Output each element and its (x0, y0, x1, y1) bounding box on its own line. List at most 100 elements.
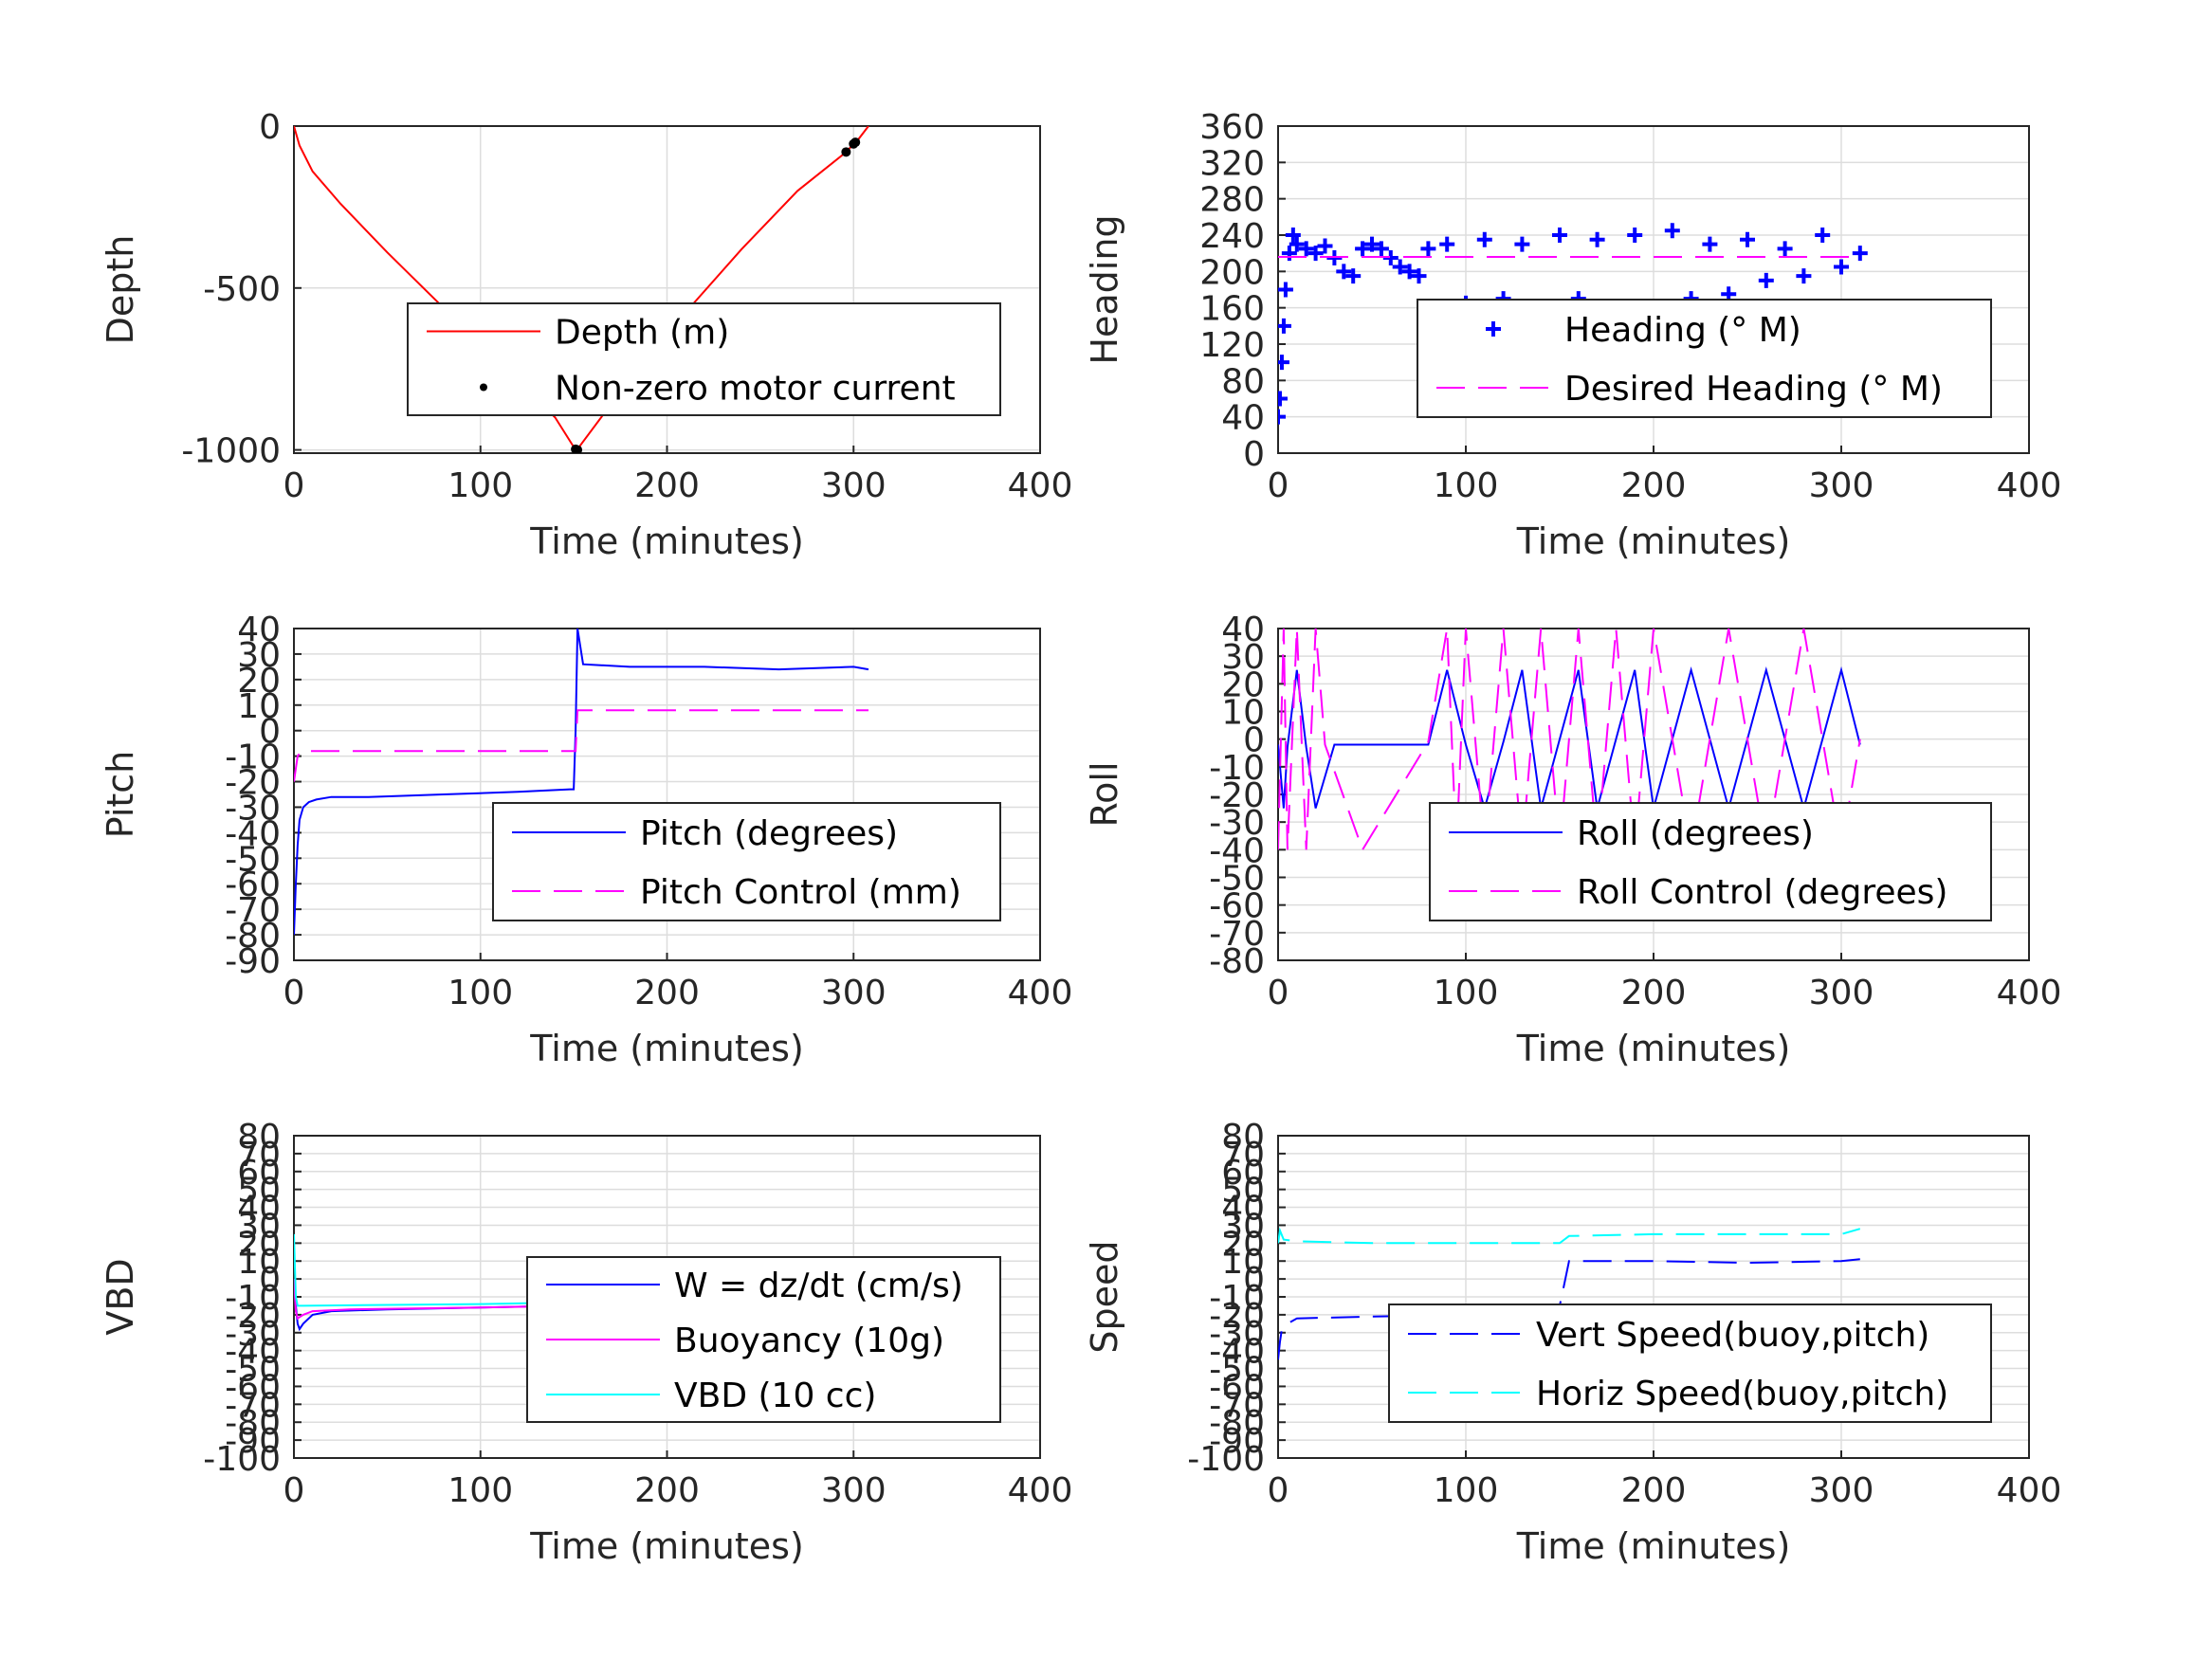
heading-ytick-label: 80 (1221, 362, 1265, 401)
heading-series-0-point (1740, 231, 1755, 247)
heading-ytick-label: 0 (1243, 435, 1265, 474)
vbd-ytick-label: 40 (237, 1190, 281, 1229)
speed-xtick-label: 100 (1434, 1471, 1499, 1510)
depth-ytick-label: 0 (259, 108, 281, 147)
vbd-ytick-label: 70 (237, 1136, 281, 1175)
depth-plot-area (294, 126, 869, 453)
vbd-legend: W = dz/dt (cm/s) Buoyancy (10g) VBD (10 cc… (526, 1256, 1001, 1423)
vbd-ytick-label: 30 (237, 1207, 281, 1246)
depth-legend: Depth (m) Non-zero motor current (407, 302, 1001, 416)
pitch-xtick-label: 300 (821, 974, 887, 1012)
heading-series-0-point (1702, 236, 1718, 252)
heading-ytick-label: 160 (1199, 290, 1265, 329)
pitch-legend: Pitch (degrees) Pitch Control (mm) (492, 802, 1001, 921)
heading-series-0-point (1278, 318, 1291, 334)
speed-xlabel: Time (minutes) (1516, 1525, 1791, 1567)
heading-series-0-point (1317, 238, 1333, 254)
speed-ytick-label: 40 (1221, 1190, 1265, 1229)
speed-ytick-label: 70 (1221, 1136, 1265, 1175)
pitch-ylabel: Pitch (100, 751, 141, 839)
vbd-legend-label: Buoyancy (10g) (674, 1322, 944, 1360)
pitch-ytick-label: 10 (237, 687, 281, 726)
heading-series-0-point (1281, 246, 1297, 262)
vbd-xtick-label: 300 (821, 1471, 887, 1510)
pitch-ytick-label: 40 (237, 611, 281, 649)
heading-series-0-point (1420, 241, 1436, 257)
heading-series-0-point (1289, 236, 1305, 252)
speed-ytick-label: -70 (1209, 1386, 1265, 1425)
pitch-ytick-label: 0 (259, 713, 281, 752)
vbd-xtick-label: 0 (283, 1471, 305, 1510)
roll-xtick-label: 300 (1809, 974, 1874, 1012)
heading-series-0-point (1278, 391, 1288, 407)
vbd-ytick-label: 50 (237, 1172, 281, 1211)
vbd-ytick-label: -20 (225, 1297, 281, 1336)
vbd-legend-label: W = dz/dt (cm/s) (674, 1267, 963, 1305)
depth-ytick-label: -1000 (181, 432, 281, 471)
roll-xtick-label: 0 (1268, 974, 1289, 1012)
heading-series-0-point (1278, 409, 1286, 425)
roll-ytick-label: 40 (1221, 611, 1265, 649)
roll-ytick-label: -60 (1209, 887, 1265, 926)
roll-xtick-label: 100 (1434, 974, 1499, 1012)
heading-ytick-label: 280 (1199, 181, 1265, 220)
heading-xtick-label: 300 (1809, 466, 1874, 505)
heading-series-0-point (1364, 236, 1380, 252)
pitch-series-1-line (294, 709, 868, 782)
vbd-ytick-label: -80 (225, 1404, 281, 1443)
roll-xtick-label: 200 (1621, 974, 1687, 1012)
roll-ytick-label: -10 (1209, 749, 1265, 788)
pitch-ytick-label: -50 (225, 840, 281, 879)
heading-series-0-point (1392, 259, 1408, 275)
speed-ytick-label: -100 (1187, 1440, 1265, 1479)
pitch-plot-area (294, 629, 869, 936)
speed-ytick-label: 50 (1221, 1172, 1265, 1211)
heading-legend-box (1417, 299, 1992, 418)
pitch-xlabel: Time (minutes) (529, 1028, 804, 1069)
pitch-ytick-label: -90 (225, 942, 281, 981)
heading-series-0-point (1627, 228, 1643, 243)
depth-xtick-label: 300 (821, 466, 887, 505)
speed-xtick-label: 0 (1268, 1471, 1289, 1510)
speed-xtick-label: 300 (1809, 1471, 1874, 1510)
speed-ytick-label: -80 (1209, 1404, 1265, 1443)
heading-chart: 0 100 200 300 40004080120160200240280320360T… (1084, 108, 2061, 562)
speed-series-1-line (1278, 1227, 1861, 1245)
speed-legend-label: Vert Speed(buoy,pitch) (1536, 1316, 1929, 1355)
speed-ytick-label: -60 (1209, 1368, 1265, 1407)
speed-legend: Vert Speed(buoy,pitch) Horiz Speed(buoy,p… (1388, 1304, 1992, 1423)
depth-xtick-label: 100 (448, 466, 513, 505)
heading-series-0-point (1285, 228, 1301, 243)
heading-series-0-point (1552, 228, 1567, 243)
roll-ytick-label: -70 (1209, 915, 1265, 954)
heading-ytick-label: 320 (1199, 144, 1265, 183)
roll-ytick-label: -20 (1209, 776, 1265, 815)
pitch-xtick-label: 400 (1008, 974, 1073, 1012)
roll-chart: 0 100 200 300 400-80-70-60-50-40-30-20-10010… (1084, 611, 2061, 1069)
heading-series-0-point (1589, 231, 1605, 247)
roll-legend: Roll (degrees) Roll Control (degrees) (1429, 802, 1992, 921)
roll-ytick-label: -30 (1209, 804, 1265, 843)
heading-series-0-point (1307, 246, 1324, 262)
heading-legend-swatch (1486, 321, 1501, 337)
pitch-ytick-label: -10 (225, 738, 281, 777)
vbd-xlabel: Time (minutes) (529, 1525, 804, 1567)
vbd-ytick-label: -40 (225, 1333, 281, 1372)
pitch-ytick-label: -70 (225, 891, 281, 930)
heading-xlabel: Time (minutes) (1516, 520, 1791, 562)
speed-ytick-label: 80 (1221, 1118, 1265, 1157)
heading-series-0-point (1411, 268, 1427, 284)
pitch-ytick-label: -60 (225, 866, 281, 904)
speed-ytick-label: -90 (1209, 1422, 1265, 1461)
heading-series-0-point (1758, 272, 1774, 288)
heading-series-0-point (1355, 241, 1371, 257)
vbd-ytick-label: -100 (203, 1440, 281, 1479)
depth-chart: 0 100 200 300 400 -1000 -500 0 Time (minutes) Dep… (100, 108, 1072, 562)
vbd-ytick-label: -60 (225, 1368, 281, 1407)
pitch-ytick-label: -80 (225, 917, 281, 956)
depth-series-1-point (850, 137, 861, 148)
pitch-series-0-line (294, 629, 869, 936)
pitch-xtick-label: 100 (448, 974, 513, 1012)
pitch-ytick-label: -40 (225, 814, 281, 853)
